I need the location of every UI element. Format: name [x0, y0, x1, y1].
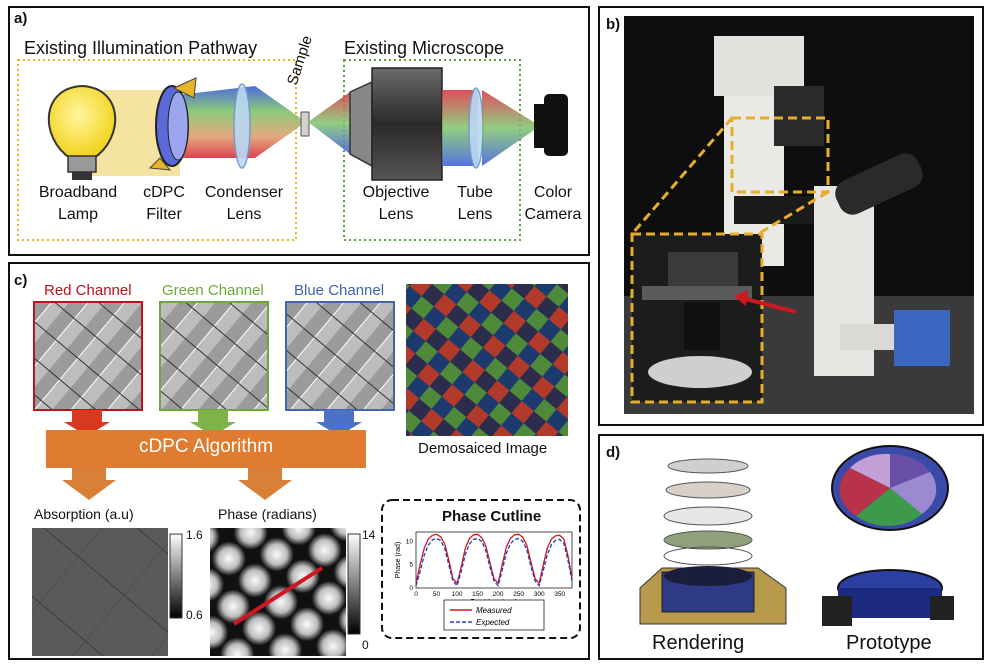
- demosaiced-label: Demosaiced Image: [418, 440, 548, 457]
- objective-lens-icon: [349, 67, 443, 181]
- absorption-max: 1.6: [186, 528, 203, 542]
- panel-d: d) Rendering Prototype: [598, 434, 984, 660]
- phase-title: Phase (radians): [218, 506, 317, 522]
- tube-lens-icon: [468, 87, 484, 169]
- green-channel-image: [159, 301, 269, 411]
- phase-min: 0: [362, 638, 369, 652]
- y-axis-label: Phase (rad): [395, 542, 402, 579]
- legend-label: Expected: [476, 618, 510, 627]
- blue-channel-image: [285, 301, 395, 411]
- cdpc-algorithm-label: cDPC Algorithm: [138, 436, 274, 457]
- component-label-condenser: Condenser Lens: [204, 184, 284, 223]
- illumination-pathway-title: Existing Illumination Pathway: [24, 38, 258, 58]
- condenser-lens-icon: [233, 83, 251, 169]
- cutline-title: Phase Cutline: [442, 508, 542, 525]
- existing-microscope-title: Existing Microscope: [344, 38, 505, 58]
- processing-diagram: 0501001502002503003500510Position (μm)Ph…: [32, 284, 581, 656]
- phase-colorbar: [347, 533, 361, 635]
- absorption-colorbar: [169, 533, 183, 619]
- panel-d-label: d): [606, 444, 621, 461]
- panel-c: c) Red Channel Green Channel Blue Channe…: [8, 262, 590, 660]
- x-tick-label: 0: [414, 591, 418, 598]
- absorption-min: 0.6: [186, 608, 203, 622]
- component-label-tube: Tube Lens: [457, 184, 493, 223]
- x-tick-label: 300: [534, 591, 545, 598]
- x-tick-label: 250: [513, 591, 524, 598]
- color-camera-icon: [534, 94, 568, 156]
- phase-max: 14: [362, 528, 376, 542]
- cutline-marker: [232, 566, 324, 626]
- y-tick-label: 0: [409, 585, 413, 592]
- x-tick-label: 150: [472, 591, 483, 598]
- red-channel-image: [33, 301, 143, 411]
- component-label-camera: Color Camera: [524, 184, 582, 223]
- plot-area: [415, 531, 573, 589]
- legend-label: Measured: [476, 606, 512, 615]
- legend-box: [443, 599, 545, 631]
- panel-a: a): [8, 6, 590, 256]
- component-label-lamp: Broadband Lamp: [38, 184, 118, 223]
- illumination-box: [17, 59, 297, 241]
- x-tick-label: 50: [433, 591, 441, 598]
- green-channel-title: Green Channel: [162, 282, 264, 299]
- absorption-image: [32, 528, 168, 656]
- rendering-label: Rendering: [652, 632, 745, 654]
- component-label-objective: Objective Lens: [362, 184, 430, 223]
- lamp-icon: [47, 84, 117, 180]
- red-channel-title: Red Channel: [44, 282, 132, 299]
- filter-holder-illustration: [639, 445, 954, 626]
- phase-image: [210, 528, 346, 656]
- component-label-filter: cDPC Filter: [143, 184, 185, 223]
- cdpc-filter-icon: [148, 77, 197, 171]
- panel-a-label: a): [14, 10, 28, 27]
- x-tick-label: 100: [452, 591, 463, 598]
- phase-cutline-chart: 0501001502002503003500510Position (μm)Ph…: [395, 531, 573, 631]
- x-tick-label: 350: [554, 591, 565, 598]
- panel-b: b): [598, 6, 984, 426]
- microscope-box: [343, 59, 521, 241]
- sample-slide-icon: [300, 111, 310, 137]
- panel-b-label: b): [606, 16, 621, 33]
- panel-c-label: c): [14, 272, 28, 289]
- cdpc-algorithm-bar: [46, 430, 366, 468]
- y-tick-label: 10: [406, 538, 414, 545]
- absorption-title: Absorption (a.u): [34, 506, 134, 522]
- series-line-expected: [415, 537, 573, 588]
- microscope-photo: [624, 16, 974, 414]
- optical-path-diagram: [17, 59, 568, 241]
- demosaiced-image: [406, 284, 568, 436]
- blue-channel-title: Blue Channel: [294, 282, 385, 299]
- y-tick-label: 5: [409, 562, 413, 569]
- prototype-label: Prototype: [846, 632, 932, 654]
- x-tick-label: 200: [493, 591, 504, 598]
